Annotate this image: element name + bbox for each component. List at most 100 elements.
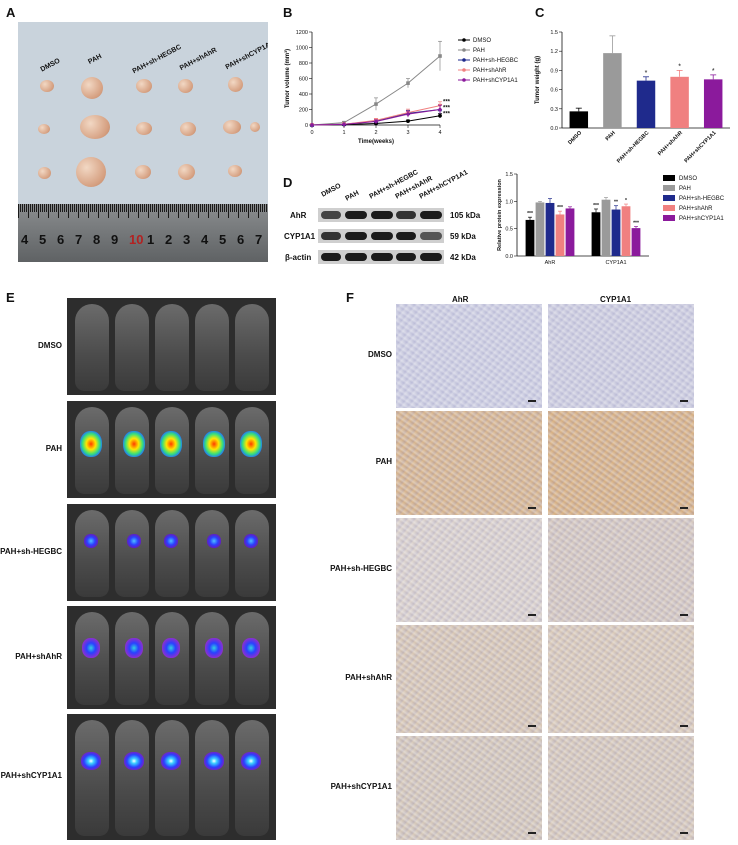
- ruler-tick: [230, 204, 231, 212]
- blot-actin: [318, 250, 444, 264]
- ruler-tick: [150, 204, 151, 212]
- scale-bar: [680, 725, 688, 727]
- ruler-tick: [140, 204, 141, 212]
- ruler-tick: [244, 204, 245, 212]
- significance-label: *: [712, 68, 715, 75]
- tumor: [180, 122, 196, 136]
- ruler-tick: [86, 204, 87, 212]
- blot-row-label-cyp1a1: CYP1A1: [284, 232, 316, 241]
- ruler-tick: [64, 204, 65, 212]
- band: [396, 211, 416, 219]
- panel-label-a: A: [6, 5, 16, 20]
- panel-label-e: E: [6, 290, 15, 305]
- mouse: [75, 407, 109, 494]
- ruler-tick: [154, 204, 155, 212]
- ruler-tick: [162, 204, 163, 212]
- ihc-image: [548, 625, 694, 733]
- bar: [670, 76, 689, 128]
- mouse: [115, 407, 149, 494]
- bar: [565, 208, 575, 256]
- ruler-tick: [206, 204, 207, 212]
- x-tick-label: DMSO: [567, 130, 583, 146]
- y-tick-label: 1.5: [505, 172, 513, 178]
- panel-label-f: F: [346, 290, 354, 305]
- luminescence-signal: [160, 431, 182, 458]
- ruler-tick: [168, 204, 169, 218]
- legend-marker: [462, 78, 466, 82]
- ruler-tick: [196, 204, 197, 212]
- band: [345, 232, 367, 240]
- ihc-column-cyp1a1: CYP1A1: [600, 295, 632, 304]
- band: [420, 211, 442, 219]
- series-line: [311, 55, 441, 126]
- photo-label-sh-hegbc: PAH+sh-HEGBC: [131, 43, 183, 76]
- luminescence-signal: [203, 431, 225, 458]
- ruler-tick: [138, 204, 139, 218]
- tumor: [40, 80, 54, 92]
- x-tick-label: 2: [374, 130, 377, 136]
- ruler-tick: [146, 204, 147, 212]
- y-tick-label: 400: [299, 92, 308, 98]
- significance-label: *: [625, 198, 627, 204]
- y-tick-label: 1.0: [505, 199, 513, 205]
- legend-swatch: [663, 185, 675, 191]
- ruler-tick: [240, 204, 241, 212]
- blot-kda-cyp1a1: 59 kDa: [450, 232, 476, 241]
- photo-label-shahr: PAH+shAhR: [178, 46, 219, 73]
- luminescence-signal: [80, 431, 102, 458]
- ruler-tick: [208, 204, 209, 218]
- bioluminescence-row-label: PAH: [45, 443, 62, 453]
- blot-row-label-actin: β-actin: [285, 253, 312, 262]
- band: [321, 211, 341, 219]
- mouse: [235, 612, 269, 705]
- band: [321, 253, 341, 261]
- ruler-tick: [158, 204, 159, 218]
- ruler-tick: [20, 204, 21, 212]
- tumor: [135, 165, 151, 179]
- legend-swatch: [663, 175, 675, 181]
- data-point: [341, 121, 347, 127]
- ruler-tick: [148, 204, 149, 218]
- ruler-tick: [160, 204, 161, 212]
- mouse: [235, 720, 269, 836]
- y-tick-label: 0.9: [550, 68, 558, 74]
- data-point: [438, 113, 442, 118]
- ihc-row-label: DMSO: [368, 350, 392, 359]
- ruler-number: 4: [21, 232, 29, 247]
- ruler-tick: [238, 204, 239, 218]
- legend-label: PAH+sh-HEGBC: [679, 196, 725, 202]
- ruler-tick: [234, 204, 235, 212]
- data-point: [405, 111, 411, 117]
- data-point: [438, 54, 442, 58]
- significance-label: **: [614, 200, 618, 206]
- bar: [703, 79, 723, 128]
- ruler-tick: [264, 204, 265, 212]
- photo-label-pah: PAH: [87, 53, 104, 66]
- ruler-tick: [32, 204, 33, 212]
- mouse: [75, 510, 109, 597]
- luminescence-signal: [164, 534, 178, 549]
- ruler-tick: [130, 204, 131, 212]
- mouse: [75, 304, 109, 391]
- luminescence-signal: [204, 751, 224, 770]
- ruler-tick: [102, 204, 103, 212]
- significance-label: ***: [557, 205, 563, 211]
- ruler-tick: [24, 204, 25, 212]
- ruler-tick: [82, 204, 83, 212]
- ruler-tick: [106, 204, 107, 212]
- x-axis-label: Time(weeks): [358, 139, 394, 145]
- ruler-tick: [96, 204, 97, 212]
- data-point: [309, 122, 315, 128]
- ruler-number: 8: [93, 232, 101, 247]
- legend-marker: [462, 58, 466, 62]
- photo-label-shcyp1a1: PAH+shCYP1A1: [224, 39, 268, 72]
- blot-header-pah: PAH: [344, 189, 361, 203]
- ruler-tick: [110, 204, 111, 212]
- tumor: [76, 157, 106, 187]
- ruler-tick: [60, 204, 61, 212]
- ruler: 4 5 6 7 8 9 10 1 2 3 4 5 6 7: [18, 204, 268, 262]
- tumor: [38, 167, 51, 179]
- significance-label: ***: [443, 112, 451, 118]
- mouse: [115, 304, 149, 391]
- ihc-row-label: PAH+shCYP1A1: [330, 782, 392, 791]
